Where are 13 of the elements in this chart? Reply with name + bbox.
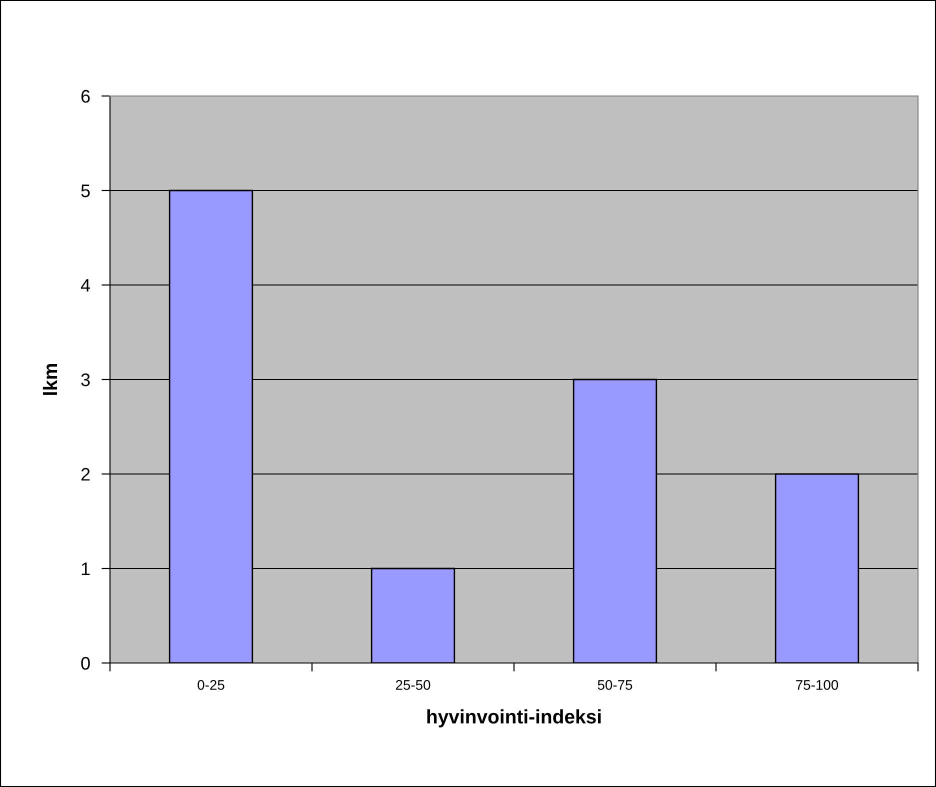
x-tick-label: 0-25 xyxy=(198,680,224,690)
y-tick-label: 0 xyxy=(81,656,90,670)
y-tick-label: 1 xyxy=(82,562,90,576)
x-tick-label: 25-50 xyxy=(396,680,430,690)
y-tick-label: 4 xyxy=(80,279,90,292)
y-tick-label: 3 xyxy=(81,373,90,386)
x-tick-label: 75-100 xyxy=(796,680,838,690)
y-axis-title: lkm xyxy=(42,364,58,395)
x-axis-title: hyvinvointi-indeksi xyxy=(427,709,601,728)
x-tick-label: 50-75 xyxy=(598,680,632,690)
y-tick-label: 6 xyxy=(81,90,90,103)
y-tick-label: 5 xyxy=(81,184,90,198)
y-tick-label: 2 xyxy=(81,468,90,481)
